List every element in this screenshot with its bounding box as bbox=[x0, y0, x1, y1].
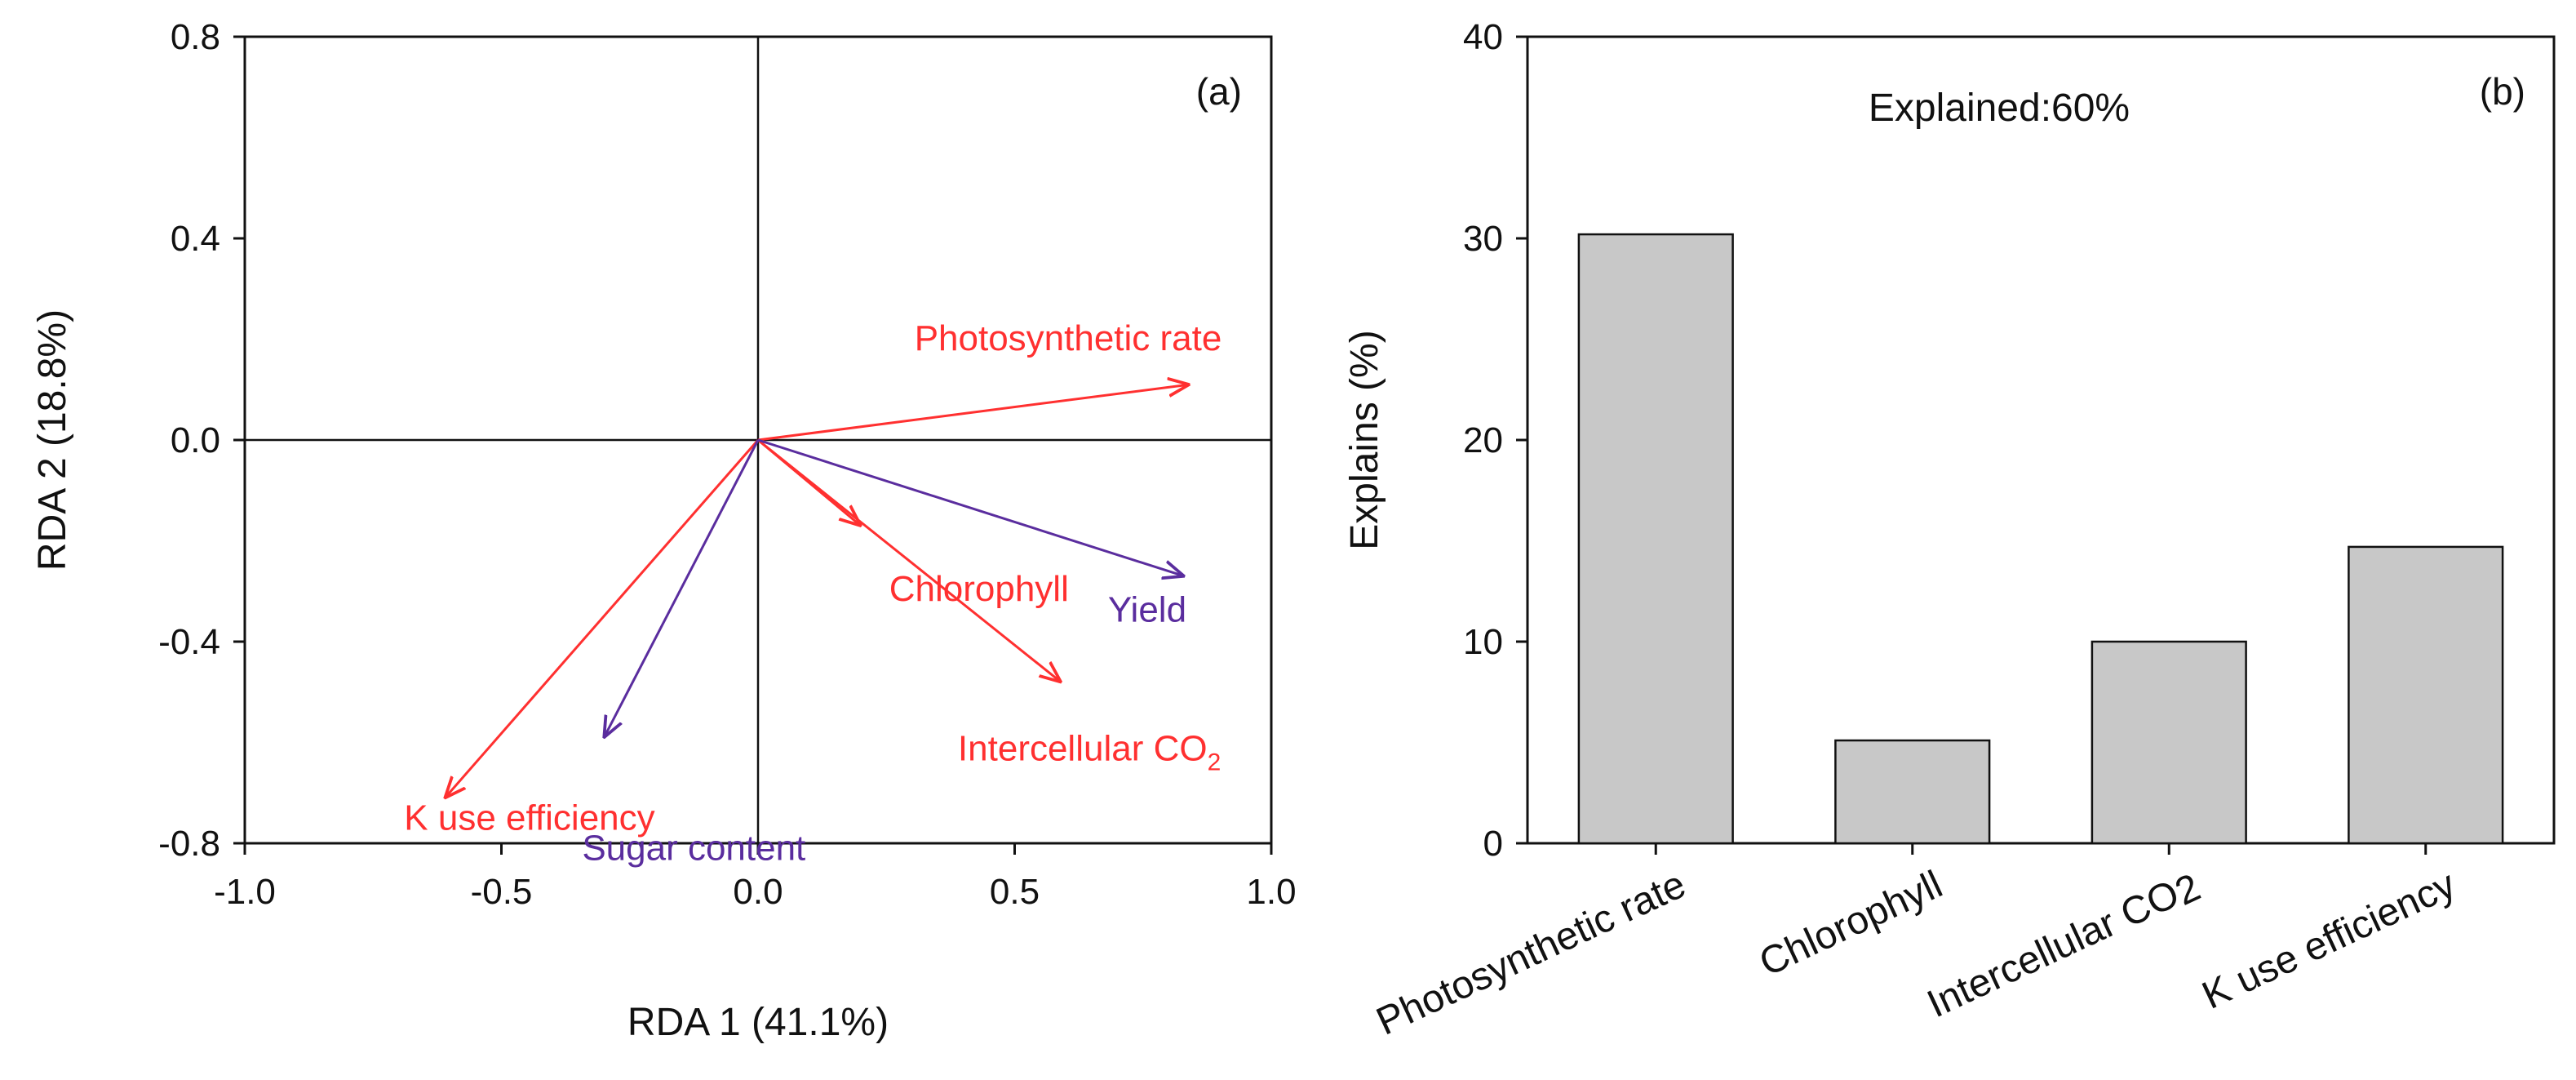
vector-arrow-intercellular-co2 bbox=[757, 438, 1061, 682]
panel-b-y-ticks: 0 10 20 30 40 bbox=[1463, 17, 1527, 864]
panel-b-y-tick-label: 30 bbox=[1463, 219, 1503, 259]
vector-label-chlorophyll: Chlorophyll bbox=[889, 569, 1069, 609]
panel-b-label: (b) bbox=[2480, 70, 2525, 113]
panel-b-y-tick-label: 10 bbox=[1463, 622, 1503, 662]
panel-a-x-tick-label: 0.0 bbox=[733, 872, 783, 912]
vector-label-photosynthetic-rate: Photosynthetic rate bbox=[915, 318, 1222, 358]
panel-a-rda-biplot: -1.0 -0.5 0.0 0.5 1.0 -0.8 -0.4 0.0 0.4 0.8 Phot… bbox=[31, 17, 1297, 1044]
panel-b-bar-chart: 0 10 20 30 40 Photosynthetic rate Chlorophyll… bbox=[1343, 17, 2556, 1044]
panel-a-y-tick-label: 0.4 bbox=[171, 219, 220, 259]
panel-a-y-tick-label: 0.0 bbox=[171, 420, 220, 460]
vector-arrow-sugar-content bbox=[604, 439, 760, 737]
panel-b-bars bbox=[1577, 233, 2504, 845]
panel-a-x-axis-title: RDA 1 (41.1%) bbox=[627, 1001, 889, 1044]
panel-b-y-axis-title: Explains (%) bbox=[1343, 330, 1386, 549]
panel-b-category-label: Intercellular CO2 bbox=[1921, 863, 2207, 1029]
vector-arrow-k-use-efficiency bbox=[445, 439, 760, 798]
panel-b-category-label: K use efficiency bbox=[2196, 863, 2462, 1018]
panel-b-x-tick-labels: Photosynthetic rate ChlorophyllIntercellu… bbox=[1370, 843, 2462, 1044]
panel-a-vectors: Photosynthetic rate Chlorophyll Intercellu… bbox=[404, 318, 1221, 868]
panel-a-x-tick-label: 1.0 bbox=[1246, 872, 1296, 912]
bar-chlorophyll bbox=[1834, 739, 1991, 845]
vector-arrow-yield bbox=[757, 438, 1184, 576]
panel-a-y-tick-label: -0.4 bbox=[158, 622, 220, 662]
panel-a-x-ticks: -1.0 -0.5 0.0 0.5 1.0 bbox=[214, 843, 1297, 912]
panel-a-x-tick-label: -0.5 bbox=[471, 872, 533, 912]
vector-label-sugar-content: Sugar content bbox=[582, 828, 805, 868]
vector-label-yield: Yield bbox=[1108, 590, 1186, 630]
vector-label-intercellular-co2: Intercellular CO2 bbox=[958, 728, 1221, 776]
panel-b-category-label: Chlorophyll bbox=[1753, 863, 1949, 985]
vector-arrow-photosynthetic-rate bbox=[757, 384, 1189, 442]
panel-a-y-tick-label: 0.8 bbox=[171, 17, 220, 57]
panel-a-y-axis-title: RDA 2 (18.8%) bbox=[31, 309, 74, 571]
panel-b-category-label: Photosynthetic rate bbox=[1370, 863, 1692, 1044]
panel-a-y-ticks: -0.8 -0.4 0.0 0.4 0.8 bbox=[158, 17, 245, 864]
panel-a-label: (a) bbox=[1196, 70, 1242, 113]
bar-k-use-efficiency bbox=[2348, 545, 2504, 845]
panel-b-annotation: Explained:60% bbox=[1869, 87, 2130, 130]
panel-a-x-tick-label: 0.5 bbox=[990, 872, 1040, 912]
bar-photosynthetic-rate bbox=[1577, 233, 1734, 845]
bar-intercellular-co2 bbox=[2091, 640, 2247, 845]
panel-a-y-tick-label: -0.8 bbox=[158, 824, 220, 864]
panel-b-y-tick-label: 20 bbox=[1463, 420, 1503, 460]
panel-b-y-tick-label: 0 bbox=[1483, 824, 1503, 864]
panel-a-x-tick-label: -1.0 bbox=[214, 872, 276, 912]
vector-label-k-use-efficiency: K use efficiency bbox=[404, 798, 654, 838]
panel-b-y-tick-label: 40 bbox=[1463, 17, 1503, 57]
